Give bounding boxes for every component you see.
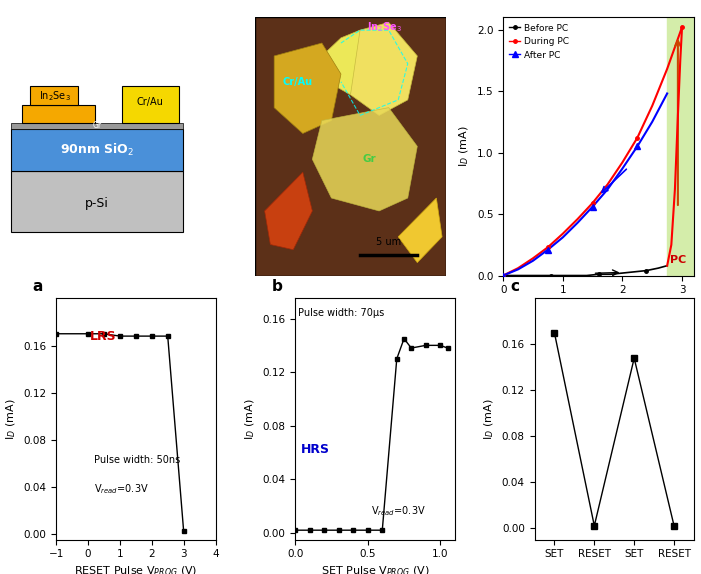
Y-axis label: I$_D$ (mA): I$_D$ (mA) [458, 126, 471, 167]
Text: LRS: LRS [90, 329, 116, 343]
Text: 90nm SiO$_2$: 90nm SiO$_2$ [60, 142, 134, 158]
Text: Gr: Gr [92, 122, 101, 130]
Bar [11, 129, 182, 171]
Text: In$_2$Se$_3$: In$_2$Se$_3$ [367, 21, 402, 34]
Y-axis label: I$_D$ (mA): I$_D$ (mA) [482, 398, 496, 440]
Text: b: b [271, 278, 283, 294]
Text: a: a [32, 278, 43, 294]
Bar [22, 106, 95, 122]
Bar [11, 122, 182, 129]
Text: Cr/Au: Cr/Au [137, 98, 163, 107]
Polygon shape [274, 43, 341, 133]
Text: Pulse width: 50ns: Pulse width: 50ns [95, 455, 181, 465]
Text: HRS: HRS [301, 443, 330, 456]
Text: V$_{read}$=0.3V: V$_{read}$=0.3V [371, 504, 426, 518]
Y-axis label: I$_D$ (mA): I$_D$ (mA) [4, 398, 18, 440]
Text: p-Si: p-Si [85, 197, 109, 210]
Text: 5 um: 5 um [376, 237, 401, 247]
Bar [11, 171, 182, 232]
Polygon shape [347, 22, 417, 115]
Bar [121, 86, 179, 122]
Text: In$_2$Se$_3$: In$_2$Se$_3$ [39, 89, 71, 103]
Text: c: c [510, 278, 519, 294]
Text: V$_{read}$=0.3V: V$_{read}$=0.3V [95, 483, 149, 497]
Text: Gr: Gr [363, 154, 376, 164]
Bar [667, 17, 694, 276]
Y-axis label: I$_D$ (mA): I$_D$ (mA) [243, 398, 257, 440]
Text: PC: PC [670, 255, 686, 265]
Polygon shape [322, 30, 360, 95]
Polygon shape [313, 108, 417, 211]
Polygon shape [265, 172, 313, 250]
X-axis label: V$_D$ (V): V$_D$ (V) [581, 301, 616, 315]
Polygon shape [398, 198, 442, 262]
Legend: Before PC, During PC, After PC: Before PC, During PC, After PC [508, 22, 571, 61]
X-axis label: RESET Pulse V$_{PROG}$ (V): RESET Pulse V$_{PROG}$ (V) [74, 565, 198, 574]
Bar [30, 86, 78, 106]
Text: Pulse width: 70μs: Pulse width: 70μs [298, 308, 384, 318]
Text: Cr/Au: Cr/Au [282, 77, 312, 87]
X-axis label: SET Pulse V$_{PROG}$ (V): SET Pulse V$_{PROG}$ (V) [320, 565, 430, 574]
